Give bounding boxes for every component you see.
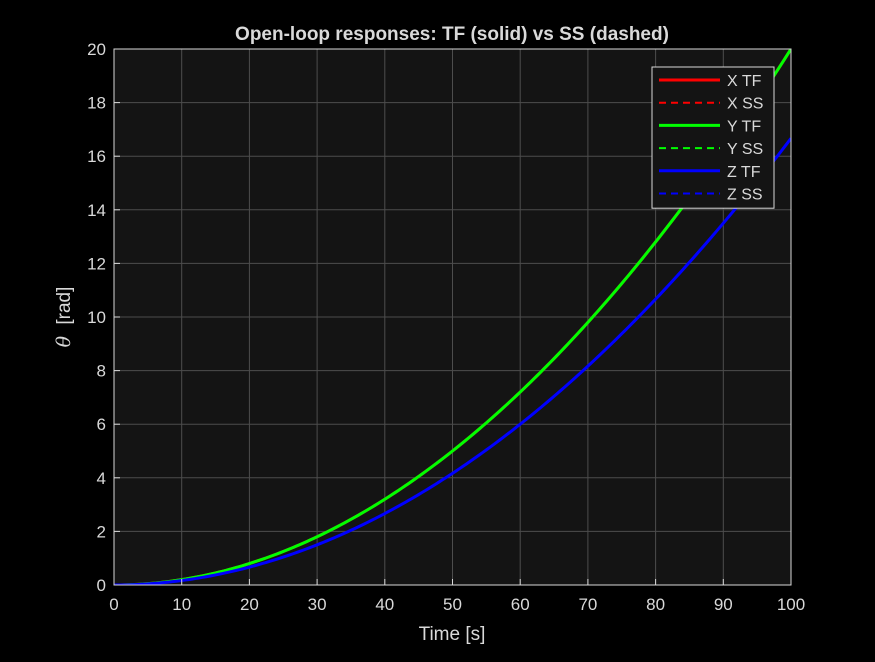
y-tick-label: 12 [87, 254, 106, 273]
x-tick-label: 40 [375, 595, 394, 614]
y-tick-label: 18 [87, 94, 106, 113]
legend-box [651, 66, 775, 209]
x-tick-label: 80 [646, 595, 665, 614]
y-tick-label: 14 [87, 201, 106, 220]
x-tick-label: 20 [240, 595, 259, 614]
y-axis-label-unit: [rad] [54, 287, 75, 325]
x-tick-label: 60 [511, 595, 530, 614]
legend-label: Y SS [727, 141, 763, 158]
y-tick-label: 10 [87, 308, 106, 327]
x-tick-label: 10 [172, 595, 191, 614]
x-tick-label: 0 [109, 595, 118, 614]
y-tick-label: 16 [87, 147, 106, 166]
legend-label: Z SS [727, 187, 763, 204]
series-line-y-ss [114, 49, 791, 585]
y-axis-label-symbol: θ [53, 335, 75, 347]
x-tick-label: 30 [308, 595, 327, 614]
y-tick-label: 20 [87, 40, 106, 59]
legend-label: X TF [727, 73, 762, 90]
chart-title: Open-loop responses: TF (solid) vs SS (d… [235, 24, 669, 45]
y-tick-label: 2 [97, 522, 106, 541]
x-tick-label: 100 [777, 595, 805, 614]
y-tick-label: 6 [97, 415, 106, 434]
series-layer [114, 49, 791, 585]
series-group [114, 49, 791, 585]
legend-label: X SS [727, 96, 763, 113]
x-tick-label: 90 [714, 595, 733, 614]
x-tick-label: 50 [443, 595, 462, 614]
y-tick-label: 0 [97, 576, 106, 595]
x-axis-label: Time [s] [419, 624, 486, 645]
y-axis-label: θ [rad] [53, 287, 75, 348]
legend-label: Y TF [727, 118, 761, 135]
y-tick-label: 8 [97, 362, 106, 381]
legend: X TF X SS Y TF Y SS Z TF Z SS [651, 66, 775, 209]
legend-label: Z TF [727, 164, 761, 181]
x-tick-label: 70 [578, 595, 597, 614]
y-tick-label: 4 [97, 469, 106, 488]
tick-layer: 0 10 20 30 40 50 60 70 80 90 100 0 2 4 6 8 10 12 14 16 18 20 [87, 40, 805, 614]
series-line-z-tf [114, 137, 791, 585]
